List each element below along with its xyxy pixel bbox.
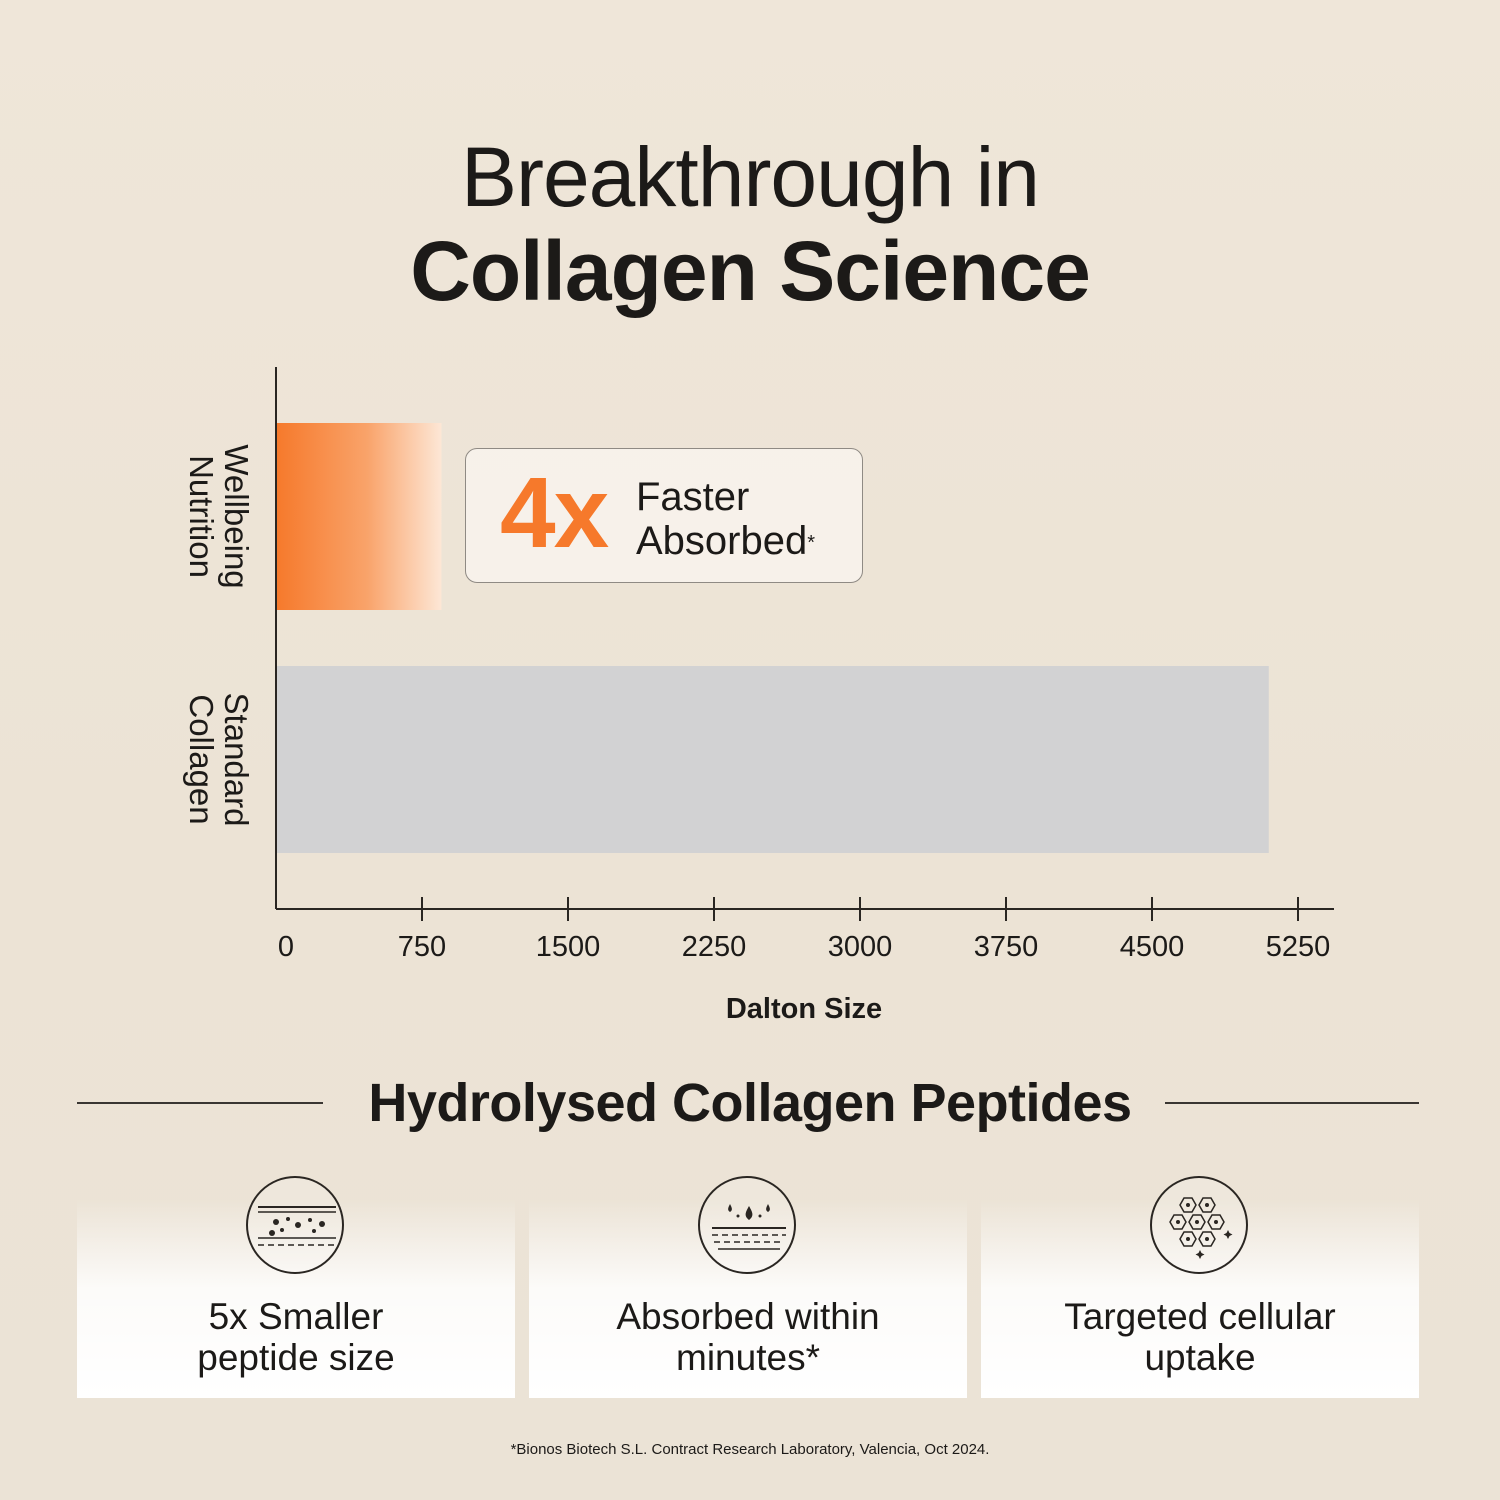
bar-wellbeing-nutrition [276, 423, 442, 610]
page-title: Breakthrough in Collagen Science [0, 135, 1500, 313]
y-label-line: Nutrition [183, 455, 220, 578]
x-tick-label: 3000 [828, 931, 893, 963]
callout-line-2: Absorbed [636, 519, 808, 563]
feature-line-2: peptide size [197, 1337, 395, 1378]
bar-standard-collagen [276, 666, 1269, 853]
x-tick-label: 4500 [1120, 931, 1185, 963]
callout-text: Faster Absorbed* [636, 475, 815, 563]
y-label-line: Standard [218, 693, 255, 827]
x-tick-label: 3750 [974, 931, 1039, 963]
y-label-line: Wellbeing [218, 444, 255, 588]
feature-line-2: minutes* [676, 1337, 820, 1378]
feature-line-2: uptake [1144, 1337, 1256, 1378]
footnote: *Bionos Biotech S.L. Contract Research L… [510, 1441, 990, 1458]
title-line-1: Breakthrough in [460, 130, 1040, 224]
x-tick-label: 0 [278, 931, 294, 963]
y-label-line: Collagen [183, 694, 220, 824]
droplets-layers-icon [698, 1176, 796, 1274]
hexagon-cells-icon [1150, 1176, 1248, 1274]
callout-footnote-mark: * [807, 532, 816, 554]
particles-layers-icon [246, 1176, 344, 1274]
section-rule-left [77, 1102, 323, 1104]
feature-line-1: Absorbed within [616, 1296, 880, 1337]
section-rule-right [1165, 1102, 1419, 1104]
feature-text: 5x Smaller peptide size [77, 1296, 515, 1378]
x-tick-label: 5250 [1266, 931, 1331, 963]
feature-line-1: 5x Smaller [208, 1296, 384, 1337]
x-tick-label: 1500 [536, 931, 601, 963]
title-line-2: Collagen Science [410, 224, 1091, 318]
callout-multiplier: 4x [500, 457, 609, 569]
section-title: Hydrolysed Collagen Peptides [368, 1073, 1132, 1133]
feature-text: Absorbed within minutes* [529, 1296, 967, 1378]
x-axis-label: Dalton Size [726, 993, 882, 1025]
callout-line-1: Faster [636, 475, 750, 519]
x-tick-label: 750 [398, 931, 446, 963]
absorption-callout: 4x Faster Absorbed* [465, 448, 863, 583]
feature-text: Targeted cellular uptake [981, 1296, 1419, 1378]
feature-line-1: Targeted cellular [1064, 1296, 1336, 1337]
dalton-size-chart: 0 750 1500 2250 3000 3750 4500 5250 WellbeingNu… [183, 367, 1334, 1025]
x-tick-label: 2250 [682, 931, 747, 963]
